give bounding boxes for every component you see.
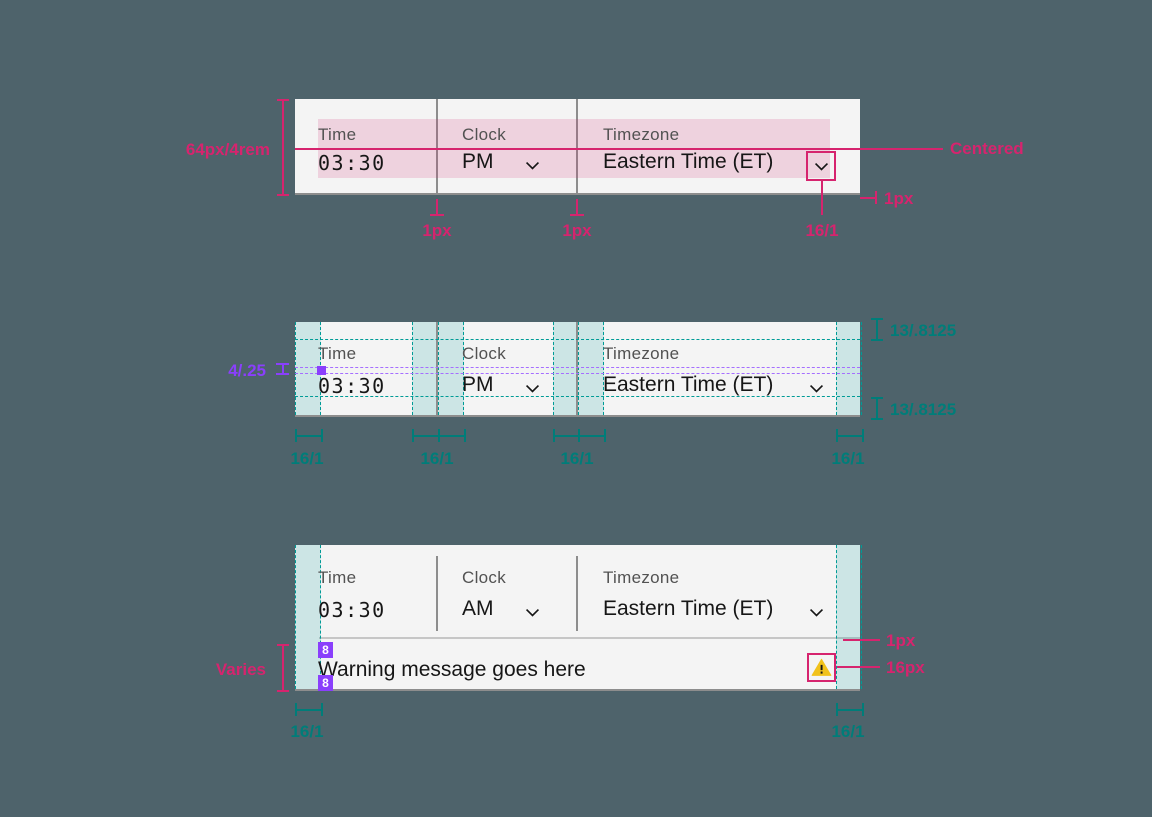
centered-guide-line bbox=[295, 148, 943, 150]
width-measure-icon bbox=[578, 429, 606, 442]
timezone-label: Timezone bbox=[603, 125, 680, 144]
clock-label: Clock bbox=[462, 568, 507, 587]
chevron-down-icon bbox=[807, 379, 826, 398]
timezone-select[interactable]: Eastern Time (ET) bbox=[603, 597, 774, 620]
width-measure-icon bbox=[412, 429, 440, 442]
chevron-down-icon bbox=[523, 156, 542, 175]
border-pointer-icon bbox=[860, 191, 877, 204]
time-input[interactable]: 03:30 bbox=[318, 151, 386, 175]
timezone-select[interactable]: Eastern Time (ET) bbox=[603, 150, 774, 173]
padding-annotation: 16/1 bbox=[290, 722, 324, 741]
height-measure-icon bbox=[277, 644, 289, 692]
padding-guide-column bbox=[438, 322, 464, 415]
label-gap-annotation: 4/.25 bbox=[228, 361, 266, 380]
clock-label: Clock bbox=[462, 125, 507, 144]
column-divider bbox=[436, 322, 438, 415]
padding-guide-column bbox=[836, 545, 862, 689]
warning-divider-annotation: 1px bbox=[886, 631, 916, 650]
width-measure-icon bbox=[438, 429, 466, 442]
column-divider bbox=[436, 99, 438, 193]
divider1-width-annotation: 1px bbox=[422, 221, 452, 240]
label-gap-guide-line bbox=[295, 373, 860, 374]
chevron-annotation-line bbox=[821, 180, 823, 215]
clock-select[interactable]: PM bbox=[462, 150, 494, 173]
width-measure-icon bbox=[836, 429, 864, 442]
width-measure-icon bbox=[295, 429, 323, 442]
time-label: Time bbox=[318, 568, 357, 587]
type-height-icon bbox=[871, 318, 883, 341]
centered-annotation: Centered bbox=[950, 139, 1024, 158]
gap-measure-icon bbox=[276, 363, 289, 375]
padding-annotation: 16/1 bbox=[831, 449, 865, 468]
warning-icon bbox=[811, 658, 832, 676]
chevron-spacing-annotation: 16/1 bbox=[805, 221, 839, 240]
warning-message: Warning message goes here bbox=[318, 658, 586, 681]
helper-type-guide-line bbox=[295, 396, 860, 397]
time-label: Time bbox=[318, 344, 357, 363]
chevron-down-icon bbox=[814, 162, 828, 171]
icon-size-annotation-box bbox=[807, 653, 836, 682]
padding-guide-column bbox=[578, 322, 604, 415]
type-height-icon bbox=[871, 397, 883, 420]
label-gap-marker bbox=[317, 366, 326, 375]
time-picker-example-3: Time 03:30 Clock AM Timezone Eastern Tim… bbox=[295, 545, 862, 691]
divider-annotation-line bbox=[843, 639, 880, 641]
padding-annotation: 16/1 bbox=[290, 449, 324, 468]
height-measure-icon bbox=[277, 99, 289, 196]
varies-annotation: Varies bbox=[215, 660, 266, 679]
label-gap-guide-line bbox=[295, 367, 860, 368]
time-input[interactable]: 03:30 bbox=[318, 598, 386, 622]
column-divider bbox=[576, 99, 578, 193]
column-divider bbox=[436, 556, 438, 631]
time-picker-example-2: Time 03:30 Clock PM Timezone Eastern Tim… bbox=[295, 322, 862, 417]
padding-guide-column bbox=[553, 322, 578, 415]
width-measure-icon bbox=[836, 703, 864, 716]
time-input[interactable]: 03:30 bbox=[318, 374, 386, 398]
padding-annotation: 16/1 bbox=[560, 449, 594, 468]
timezone-label: Timezone bbox=[603, 344, 680, 363]
chevron-down-icon bbox=[523, 379, 542, 398]
clock-label: Clock bbox=[462, 344, 507, 363]
padding-annotation: 16/1 bbox=[420, 449, 454, 468]
padding-guide-column bbox=[295, 545, 321, 689]
timezone-label: Timezone bbox=[603, 568, 680, 587]
label-type-annotation: 13/.8125 bbox=[890, 321, 957, 340]
spacing-token-badge: 8 bbox=[318, 642, 333, 658]
clock-select[interactable]: AM bbox=[462, 597, 494, 620]
column-divider bbox=[576, 556, 578, 631]
padding-annotation: 16/1 bbox=[831, 722, 865, 741]
spacing-token-badge: 8 bbox=[318, 675, 333, 691]
padding-guide-column bbox=[836, 322, 862, 415]
divider-pointer-icon bbox=[430, 199, 444, 216]
padding-guide-column bbox=[412, 322, 438, 415]
helper-type-annotation: 13/.8125 bbox=[890, 400, 957, 419]
padding-guide-column bbox=[295, 322, 321, 415]
label-type-guide-line bbox=[295, 339, 860, 340]
divider2-width-annotation: 1px bbox=[562, 221, 592, 240]
warning-icon-size-annotation: 16px bbox=[886, 658, 925, 677]
width-measure-icon bbox=[295, 703, 323, 716]
chevron-down-icon bbox=[523, 603, 542, 622]
height-annotation: 64px/4rem bbox=[185, 140, 270, 159]
time-label: Time bbox=[318, 125, 357, 144]
bottom-border-annotation: 1px bbox=[884, 189, 914, 208]
warning-divider bbox=[319, 637, 860, 639]
clock-select[interactable]: PM bbox=[462, 373, 494, 396]
column-divider bbox=[576, 322, 578, 415]
chevron-down-icon bbox=[807, 603, 826, 622]
divider-pointer-icon bbox=[570, 199, 584, 216]
timezone-select[interactable]: Eastern Time (ET) bbox=[603, 373, 774, 396]
time-picker-example-1: Time 03:30 Clock PM Timezone Eastern Tim… bbox=[295, 99, 860, 195]
chevron-spacing-annotation-box bbox=[806, 151, 836, 181]
icon-annotation-line bbox=[837, 666, 880, 668]
width-measure-icon bbox=[553, 429, 580, 442]
